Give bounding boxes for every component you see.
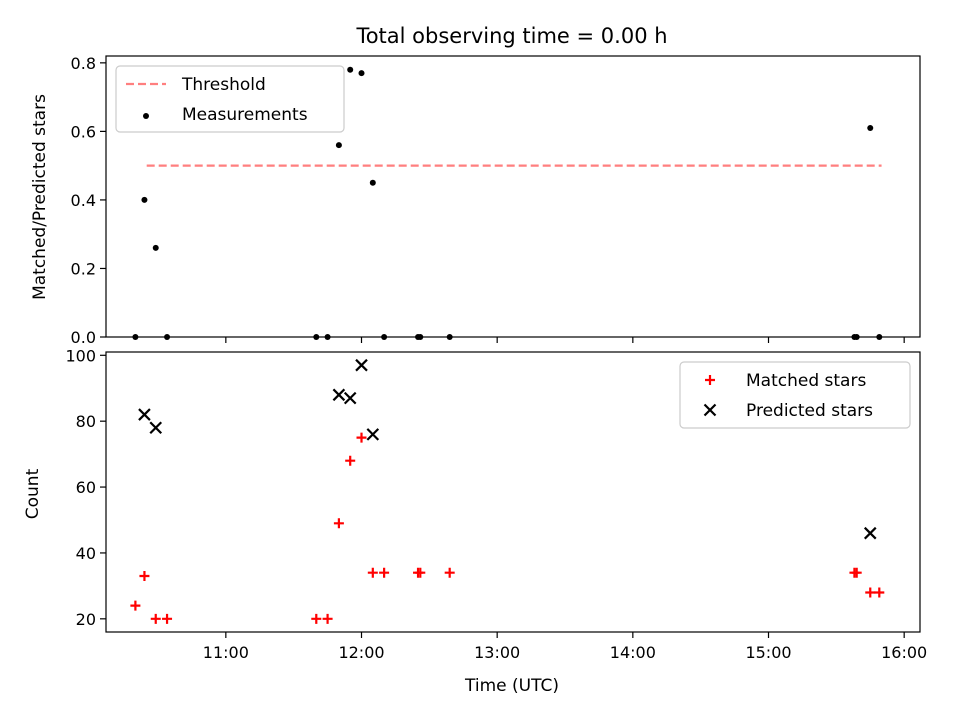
bottom-y-tick-label: 100: [65, 346, 96, 365]
bottom-legend-label-matched-stars: Matched stars: [746, 371, 866, 391]
top-measurements-point: [336, 142, 342, 148]
top-measurements-point: [141, 197, 147, 203]
bottom-y-tick-label: 40: [76, 544, 96, 563]
top-measurements-point: [359, 70, 365, 76]
x-tick-label: 14:00: [610, 643, 656, 662]
bottom-y-tick-label: 80: [76, 412, 96, 431]
top-legend: Threshold Measurements: [116, 66, 344, 132]
top-measurements-point: [370, 180, 376, 186]
top-measurements-point: [867, 125, 873, 131]
top-legend-label-measurements: Measurements: [182, 105, 308, 125]
x-tick-label: 12:00: [338, 643, 384, 662]
top-chart-title: Total observing time = 0.00 h: [355, 24, 667, 48]
bottom-y-axis-label: Count: [23, 468, 43, 519]
bottom-legend-label-predicted-stars: Predicted stars: [746, 401, 873, 421]
top-y-tick-label: 0.4: [71, 191, 96, 210]
x-tick-label: 16:00: [881, 643, 927, 662]
top-legend-label-threshold: Threshold: [181, 75, 266, 95]
top-y-tick-label: 0.6: [71, 122, 96, 141]
bottom-y-tick-label: 60: [76, 478, 96, 497]
top-y-tick-label: 0.2: [71, 259, 96, 278]
x-tick-label: 11:00: [203, 643, 249, 662]
top-y-axis-label: Matched/Predicted stars: [30, 94, 50, 300]
top-legend-handle-measurements: [143, 113, 149, 119]
bottom-legend: Matched stars Predicted stars: [680, 362, 910, 428]
bottom-y-tick-label: 20: [76, 610, 96, 629]
x-tick-label: 15:00: [745, 643, 791, 662]
top-measurements-point: [153, 245, 159, 251]
top-y-tick-label: 0.8: [71, 54, 96, 73]
top-measurements-point: [347, 67, 353, 73]
x-axis-label: Time (UTC): [464, 676, 559, 696]
top-y-tick-label: 0.0: [71, 328, 96, 347]
x-tick-label: 13:00: [474, 643, 520, 662]
